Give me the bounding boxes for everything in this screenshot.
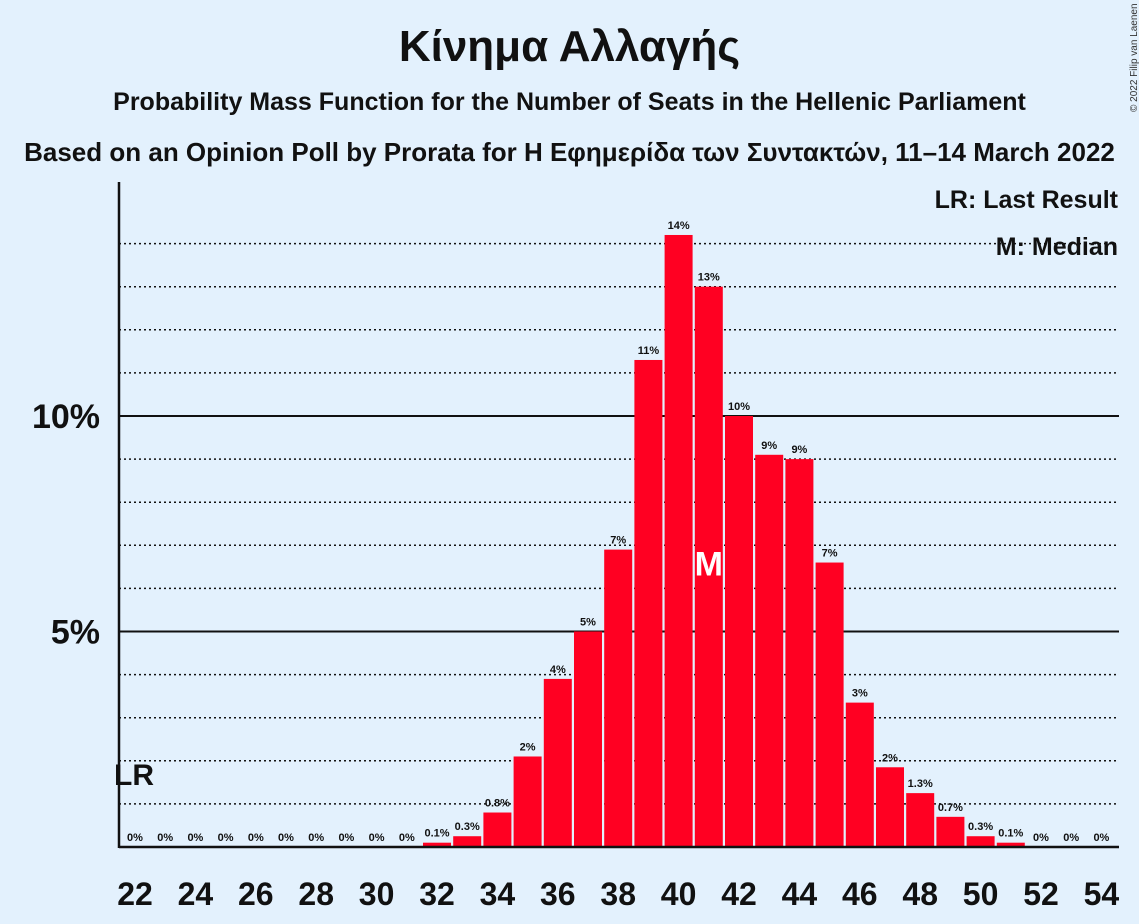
bar	[694, 286, 723, 847]
bar-value-label: 0%	[399, 832, 415, 844]
bar-value-label: 0.1%	[424, 828, 449, 840]
bar-value-label: 0.3%	[968, 821, 993, 833]
bar	[664, 234, 693, 848]
x-tick-label: 40	[661, 876, 697, 912]
chart-title: Κίνημα Αλλαγής	[398, 22, 741, 71]
bar-value-label: 0%	[308, 832, 324, 844]
bar-value-label: 0%	[278, 832, 294, 844]
x-tick-label: 28	[298, 876, 334, 912]
bar	[513, 756, 542, 847]
bar	[876, 767, 904, 847]
x-tick-label: 32	[419, 876, 455, 912]
bar-value-label: 0.3%	[455, 821, 480, 833]
bar-value-label: 0%	[369, 832, 385, 844]
bar-value-label: 2%	[882, 752, 898, 764]
bar-value-label: 13%	[698, 272, 720, 284]
last-result-marker: LR	[114, 759, 154, 792]
x-tick-label: 36	[540, 876, 576, 912]
bar	[543, 678, 572, 847]
bar	[936, 816, 965, 847]
bar-value-label: 0%	[248, 832, 264, 844]
bar-value-label: 0%	[1033, 832, 1049, 844]
legend-last-result: LR: Last Result	[934, 186, 1118, 214]
bar-value-label: 0%	[338, 832, 354, 844]
bar-value-label: 9%	[761, 440, 777, 452]
bar	[845, 702, 874, 847]
x-tick-label: 30	[359, 876, 395, 912]
chart-subtitle: Probability Mass Function for the Number…	[113, 88, 1026, 116]
bar	[453, 836, 482, 847]
bar	[755, 454, 784, 847]
y-tick-label: 10%	[32, 398, 100, 436]
bar-value-label: 11%	[638, 345, 660, 357]
x-tick-label: 52	[1023, 876, 1059, 912]
bar-value-label: 0.1%	[998, 828, 1023, 840]
bar	[966, 836, 995, 847]
bar-value-label: 2%	[520, 741, 536, 753]
x-tick-label: 44	[782, 876, 818, 912]
bar-value-label: 9%	[791, 444, 807, 456]
bar-value-label: 14%	[668, 220, 690, 232]
bar-value-label: 0.8%	[485, 798, 510, 810]
bar-value-label: 1.3%	[908, 778, 933, 790]
bar	[634, 359, 663, 847]
x-tick-label: 46	[842, 876, 878, 912]
x-tick-label: 24	[178, 876, 214, 912]
bar	[996, 842, 1025, 847]
bar	[906, 793, 935, 847]
bar-value-label: 5%	[580, 617, 596, 629]
x-tick-label: 54	[1084, 876, 1120, 912]
bar-value-label: 0.7%	[938, 802, 963, 814]
chart-source-line: Based on an Opinion Poll by Prorata for …	[24, 137, 1115, 167]
bar	[483, 812, 512, 847]
legend-median: M: Median	[995, 233, 1118, 261]
x-tick-label: 48	[902, 876, 938, 912]
x-tick-label: 42	[721, 876, 757, 912]
median-marker: M	[695, 545, 723, 583]
x-tick-label: 34	[480, 876, 516, 912]
bar	[815, 562, 844, 847]
bar	[785, 459, 814, 847]
bar-value-label: 3%	[852, 688, 868, 700]
x-tick-label: 22	[117, 876, 153, 912]
x-tick-label: 50	[963, 876, 999, 912]
bar	[604, 549, 633, 847]
bar-value-label: 0%	[157, 832, 173, 844]
x-tick-label: 26	[238, 876, 274, 912]
bar-value-label: 0%	[187, 832, 203, 844]
y-tick-label: 5%	[51, 614, 100, 652]
bar-value-label: 4%	[550, 664, 566, 676]
bar-value-label: 0%	[1063, 832, 1079, 844]
bar-value-label: 0%	[218, 832, 234, 844]
bar	[574, 631, 602, 847]
bar	[725, 416, 753, 847]
bar-value-label: 0%	[127, 832, 143, 844]
bar	[423, 842, 451, 847]
bar-value-label: 7%	[822, 548, 838, 560]
x-tick-label: 38	[600, 876, 636, 912]
bar-value-label: 7%	[610, 535, 626, 547]
bar-value-label: 0%	[1093, 832, 1109, 844]
bar-value-label: 10%	[728, 401, 750, 413]
